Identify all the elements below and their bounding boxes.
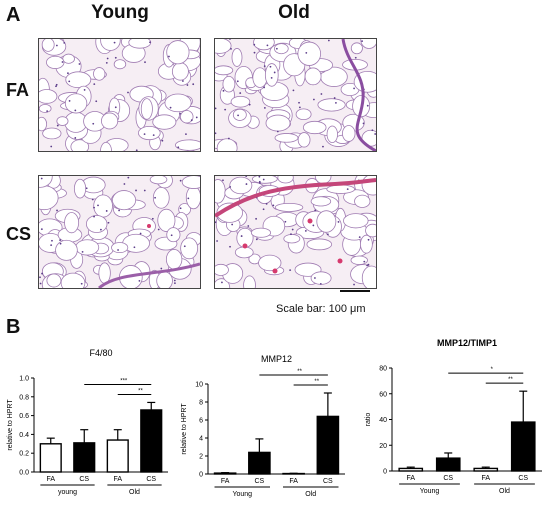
panel-a-letter: A: [6, 4, 20, 27]
y-tick-label: 0.4: [19, 432, 29, 439]
group-label: Old: [129, 489, 140, 496]
y-axis-label: ratio: [365, 413, 372, 427]
column-header-old: Old: [214, 2, 374, 24]
bar: [437, 458, 460, 471]
group-label: Young: [420, 488, 440, 495]
bar: [249, 452, 270, 474]
category-label: CS: [518, 475, 528, 482]
bar: [317, 416, 338, 474]
scale-bar-label: Scale bar: 100 μm: [276, 303, 366, 315]
y-tick-label: 0.8: [19, 394, 29, 401]
significance-label: *: [491, 367, 494, 373]
significance-label: **: [314, 379, 319, 385]
y-tick-label: 4: [199, 436, 203, 443]
column-header-young: Young: [40, 2, 200, 24]
bar: [399, 468, 422, 471]
category-label: FA: [406, 475, 415, 482]
y-tick-label: 1.0: [19, 376, 29, 383]
group-label: Old: [499, 488, 510, 495]
y-axis-label: relative to HPRT: [181, 403, 188, 455]
scale-bar: [340, 290, 370, 292]
bar: [474, 468, 497, 471]
chart-title: F4/80: [89, 348, 112, 358]
y-tick-label: 0.6: [19, 413, 29, 420]
y-tick-label: 80: [379, 366, 387, 373]
category-label: FA: [289, 478, 298, 485]
micrograph-young-fa: [38, 38, 201, 152]
row-header-fa: FA: [6, 80, 29, 101]
chart-title: MMP12/TIMP1: [437, 338, 497, 348]
bar: [107, 440, 128, 472]
y-tick-label: 6: [199, 418, 203, 425]
row-header-cs: CS: [6, 224, 31, 245]
bar: [40, 444, 61, 472]
micrograph-old-cs: [214, 175, 377, 289]
category-label: CS: [255, 478, 265, 485]
y-tick-label: 2: [199, 454, 203, 461]
y-tick-label: 8: [199, 400, 203, 407]
significance-label: **: [297, 369, 302, 375]
category-label: CS: [79, 476, 89, 483]
y-tick-label: 0: [383, 469, 387, 476]
chart-f480: F4/80 0.0 0.2 0.4 0.6 0.8 1.0 relative to HPRT F…: [0, 340, 180, 505]
bar: [74, 443, 95, 472]
category-label: FA: [46, 476, 55, 483]
y-tick-label: 20: [379, 443, 387, 450]
micrograph-young-cs: [38, 175, 201, 289]
category-label: CS: [323, 478, 333, 485]
significance-label: **: [508, 377, 513, 383]
group-label: young: [58, 489, 77, 496]
bar: [512, 422, 535, 471]
y-tick-label: 40: [379, 417, 387, 424]
panel-b-letter: B: [6, 316, 20, 339]
y-tick-label: 0.0: [19, 470, 29, 477]
y-tick-label: 10: [195, 382, 203, 389]
y-tick-label: 0.2: [19, 451, 29, 458]
category-label: FA: [113, 476, 122, 483]
y-tick-label: 0: [199, 472, 203, 479]
bar: [141, 410, 162, 472]
chart-title: MMP12: [261, 354, 292, 364]
significance-label: ***: [120, 378, 128, 384]
category-label: CS: [443, 475, 453, 482]
category-label: FA: [481, 475, 490, 482]
category-label: CS: [146, 476, 156, 483]
group-label: Young: [232, 491, 252, 498]
group-label: Old: [305, 491, 316, 498]
y-tick-label: 60: [379, 391, 387, 398]
micrograph-old-fa: [214, 38, 377, 152]
significance-label: **: [138, 388, 143, 394]
category-label: FA: [221, 478, 230, 485]
y-axis-label: relative to HPRT: [7, 399, 14, 451]
